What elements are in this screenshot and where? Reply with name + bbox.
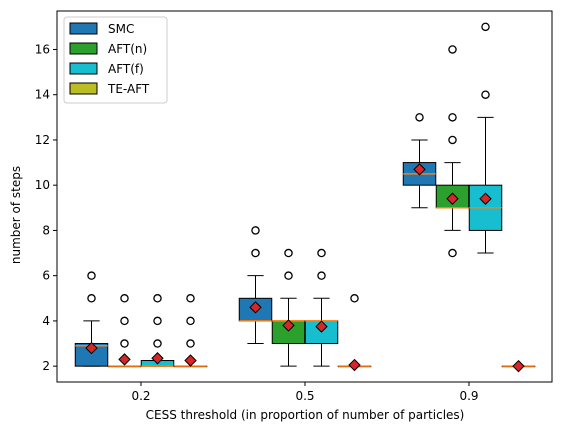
x-tick-label: 0.9 bbox=[459, 389, 478, 403]
outlier-point bbox=[415, 113, 424, 122]
outlier-point bbox=[448, 248, 457, 258]
mean-marker bbox=[315, 320, 328, 333]
outlier-point bbox=[481, 90, 490, 99]
legend-swatch bbox=[69, 42, 98, 55]
legend-swatch bbox=[69, 22, 98, 35]
outlier-point bbox=[317, 271, 326, 280]
outlier-point bbox=[87, 294, 96, 303]
mean-marker bbox=[249, 301, 262, 314]
outlier-point bbox=[120, 339, 129, 348]
outlier-point bbox=[317, 248, 326, 258]
mean-marker bbox=[348, 358, 361, 372]
outlier-point bbox=[153, 316, 162, 326]
outlier-point bbox=[350, 294, 359, 303]
mean-marker bbox=[282, 319, 295, 332]
outlier-point bbox=[284, 271, 293, 280]
outlier-point bbox=[284, 248, 293, 258]
y-tick-label: 12 bbox=[35, 133, 50, 147]
outlier-point bbox=[251, 226, 260, 235]
outlier-point bbox=[120, 294, 129, 303]
outlier-point bbox=[251, 248, 260, 258]
mean-marker bbox=[118, 353, 131, 366]
outlier-point bbox=[186, 294, 195, 303]
legend-swatch bbox=[69, 62, 98, 75]
mean-marker bbox=[151, 352, 164, 365]
outlier-point bbox=[448, 135, 457, 145]
mean-marker bbox=[479, 192, 492, 205]
outlier-point bbox=[186, 339, 195, 348]
mean-marker bbox=[413, 163, 426, 176]
y-tick-label: 8 bbox=[42, 223, 50, 237]
legend-label: TE-AFT bbox=[107, 82, 150, 96]
x-axis-label: CESS threshold (in proportion of number … bbox=[146, 408, 465, 422]
outlier-point bbox=[186, 316, 195, 326]
mean-marker bbox=[446, 192, 459, 205]
legend-label: AFT(f) bbox=[108, 62, 144, 76]
legend-swatch bbox=[69, 82, 98, 95]
outlier-point bbox=[448, 45, 457, 54]
y-tick-label: 6 bbox=[42, 269, 50, 283]
legend-label: AFT(n) bbox=[108, 42, 147, 56]
legend-label: SMC bbox=[108, 22, 134, 36]
outlier-point bbox=[481, 22, 490, 32]
y-tick-label: 14 bbox=[35, 88, 50, 102]
y-tick-label: 4 bbox=[42, 314, 50, 328]
outlier-point bbox=[448, 113, 457, 122]
outlier-point bbox=[87, 271, 96, 280]
outlier-point bbox=[120, 316, 129, 326]
mean-marker bbox=[85, 341, 98, 355]
y-tick-label: 16 bbox=[35, 42, 50, 56]
mean-marker bbox=[184, 354, 197, 367]
mean-marker bbox=[512, 359, 525, 373]
y-axis-label: number of steps bbox=[9, 166, 23, 264]
y-tick-label: 2 bbox=[42, 359, 50, 373]
outlier-point bbox=[153, 294, 162, 303]
outlier-point bbox=[153, 339, 162, 348]
legend-box bbox=[63, 16, 168, 104]
y-tick-label: 10 bbox=[35, 178, 50, 192]
x-tick-label: 0.2 bbox=[131, 389, 150, 403]
x-tick-label: 0.5 bbox=[295, 389, 314, 403]
plot-area: 2 4 6 8 10 12 14 16 0.2 0.5 0.9 SMC AFT(n) AFT(f) TE-A… bbox=[35, 10, 553, 403]
